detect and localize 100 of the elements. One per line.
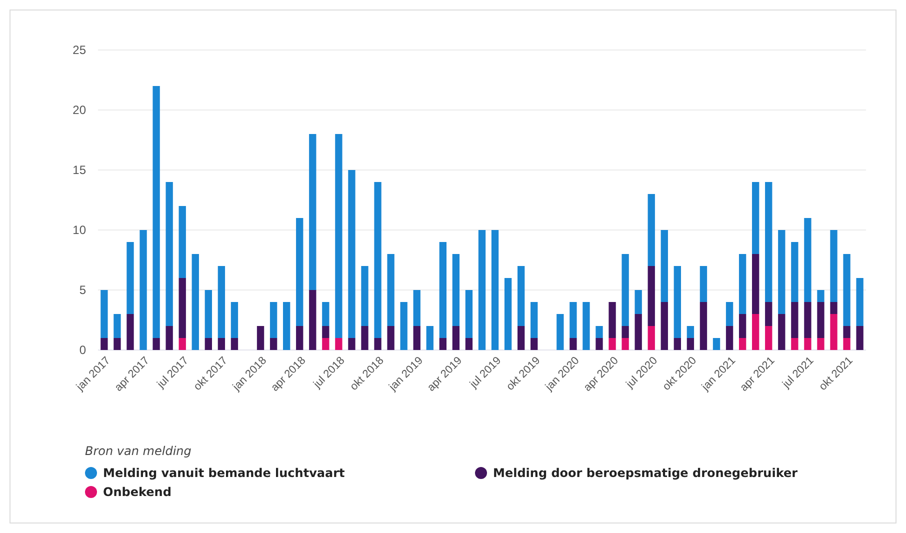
bar [700, 266, 708, 302]
bar [426, 326, 434, 350]
bar [738, 314, 746, 338]
bar [126, 314, 134, 350]
bar [230, 302, 238, 338]
bar [452, 254, 460, 326]
bar [439, 242, 446, 338]
bar [700, 302, 708, 350]
bar [478, 230, 486, 350]
bar [830, 314, 838, 350]
bar [570, 302, 577, 338]
legend-label: Onbekend [103, 485, 172, 499]
bar [387, 254, 394, 326]
bar [322, 326, 330, 338]
bar [178, 338, 186, 350]
bar [166, 182, 173, 326]
bar [804, 338, 812, 350]
bar [830, 230, 838, 302]
bar [791, 302, 798, 338]
bar [114, 314, 121, 338]
bar [166, 326, 173, 350]
bar [256, 326, 264, 350]
bar [752, 182, 760, 254]
bar [856, 278, 864, 326]
bar [648, 194, 655, 266]
bar [791, 242, 798, 302]
bar [335, 134, 342, 338]
bar [100, 338, 108, 350]
bar [765, 302, 772, 326]
bar [738, 338, 746, 350]
bar [596, 326, 603, 338]
legend-title: Bron van melding [85, 444, 192, 458]
bar [322, 302, 330, 326]
bar [765, 326, 772, 350]
bar [270, 338, 278, 350]
bar [178, 278, 186, 338]
bar [296, 326, 304, 350]
bar [738, 254, 746, 314]
bar [518, 266, 525, 326]
bar [491, 230, 499, 350]
bar [152, 338, 160, 350]
bar [178, 206, 186, 278]
bar [726, 302, 734, 326]
bar [660, 302, 668, 350]
bar [791, 338, 798, 350]
bar [830, 302, 838, 314]
bar [686, 338, 694, 350]
bar [530, 338, 538, 350]
bar [608, 338, 616, 350]
bar [192, 254, 199, 350]
bar [218, 266, 226, 338]
bar [660, 230, 668, 302]
bar [778, 230, 786, 314]
bar [843, 338, 850, 350]
bar [270, 302, 278, 338]
bar [361, 266, 368, 326]
bar [400, 302, 408, 350]
y-tick-label: 20 [72, 102, 86, 117]
bar [218, 338, 226, 350]
bar [843, 254, 850, 326]
bar [152, 86, 160, 338]
bar [817, 290, 824, 302]
bar [582, 302, 590, 350]
y-tick-label: 10 [72, 222, 86, 237]
bar [348, 338, 356, 350]
bar [556, 314, 564, 350]
legend-label: Melding vanuit bemande luchtvaart [103, 466, 346, 480]
y-tick-label: 15 [72, 162, 86, 177]
bar [726, 326, 734, 350]
legend-label: Melding door beroepsmatige dronegebruiker [493, 466, 798, 480]
bar [570, 338, 577, 350]
bar [361, 326, 368, 350]
bar [752, 254, 760, 314]
bar [843, 326, 850, 338]
bar [114, 338, 121, 350]
bar [204, 290, 212, 338]
bar [674, 266, 681, 338]
bar [282, 302, 290, 350]
bar [817, 302, 824, 338]
bar [309, 134, 316, 290]
bar [804, 302, 812, 338]
bar [686, 326, 694, 338]
bar [348, 170, 356, 338]
bar [518, 326, 525, 350]
bar [622, 254, 629, 326]
bar [413, 326, 420, 350]
bar [804, 218, 812, 302]
bar [634, 314, 642, 350]
bar [374, 338, 382, 350]
bar [322, 338, 330, 350]
bar [674, 338, 681, 350]
bar [752, 314, 760, 350]
bar [634, 290, 642, 314]
bar [230, 338, 238, 350]
bar [126, 242, 134, 314]
bar [765, 182, 772, 302]
bar [296, 218, 304, 326]
bar [413, 290, 420, 326]
bar [335, 338, 342, 350]
bar [374, 182, 382, 338]
